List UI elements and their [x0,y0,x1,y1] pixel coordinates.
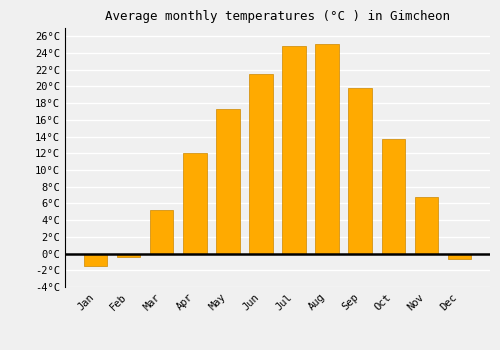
Bar [118,254,141,257]
Title: Average monthly temperatures (°C ) in Gimcheon: Average monthly temperatures (°C ) in Gi… [105,10,450,23]
Bar [448,254,470,259]
Bar [184,153,206,254]
Bar [250,74,272,254]
Bar [216,109,240,254]
Bar [282,47,306,254]
Bar [316,44,338,254]
Bar [150,210,174,254]
Bar [84,254,108,266]
Bar [348,88,372,254]
Bar [414,197,438,254]
Bar [382,139,404,254]
